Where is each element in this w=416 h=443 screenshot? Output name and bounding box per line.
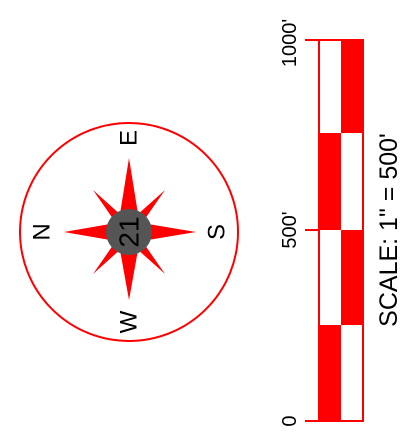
scale-cell-l3 bbox=[319, 230, 341, 325]
scale-cell-r1 bbox=[341, 40, 363, 133]
scale-tick-label-0: 0 bbox=[279, 415, 301, 426]
compass-point-south bbox=[148, 224, 196, 240]
scale-cell-r4 bbox=[341, 325, 363, 421]
compass-center-number: 21 bbox=[114, 216, 145, 247]
compass-point-west bbox=[120, 250, 138, 300]
scale-cell-r2 bbox=[341, 133, 363, 230]
compass-label-west: W bbox=[116, 310, 143, 333]
compass-label-east: E bbox=[116, 130, 143, 146]
compass-point-east bbox=[120, 158, 138, 214]
scale-cell-l4 bbox=[319, 325, 341, 421]
scale-caption: SCALE: 1" = 500' bbox=[375, 133, 403, 327]
checkered-scale-bar-icon: 0 500' 1000' SCALE: 1" = 500' bbox=[279, 19, 403, 427]
scale-cell-l2 bbox=[319, 133, 341, 230]
compass-rose-icon: 21 N S E W bbox=[19, 122, 239, 342]
scale-cell-l1 bbox=[319, 40, 341, 133]
compass-label-south: S bbox=[204, 224, 231, 240]
compass-hub bbox=[106, 209, 152, 255]
compass-label-north: N bbox=[29, 223, 56, 240]
scale-tick-label-500: 500' bbox=[279, 211, 301, 248]
compass-point-north bbox=[64, 224, 110, 240]
compass-ring bbox=[19, 122, 239, 342]
scale-tick-label-1000: 1000' bbox=[279, 19, 301, 67]
scale-cell-r3 bbox=[341, 230, 363, 325]
